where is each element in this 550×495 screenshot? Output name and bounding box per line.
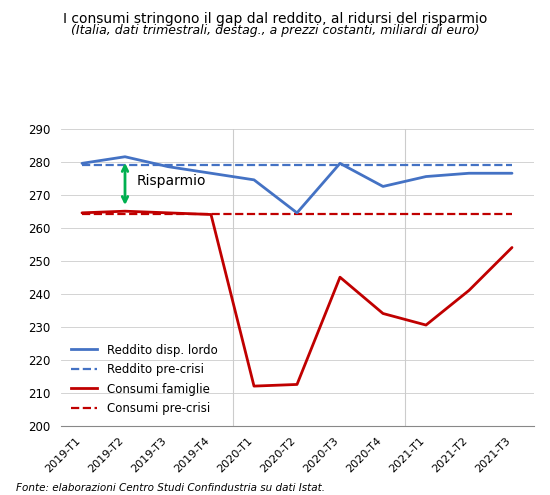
Text: Fonte: elaborazioni Centro Studi Confindustria su dati Istat.: Fonte: elaborazioni Centro Studi Confind… <box>16 483 326 493</box>
Text: I consumi stringono il gap dal reddito, al ridursi del risparmio: I consumi stringono il gap dal reddito, … <box>63 12 487 26</box>
Legend: Reddito disp. lordo, Reddito pre-crisi, Consumi famiglie, Consumi pre-crisi: Reddito disp. lordo, Reddito pre-crisi, … <box>67 339 222 420</box>
Text: Risparmio: Risparmio <box>137 174 207 188</box>
Text: (Italia, dati trimestrali, destag., a prezzi costanti, miliardi di euro): (Italia, dati trimestrali, destag., a pr… <box>71 24 479 37</box>
